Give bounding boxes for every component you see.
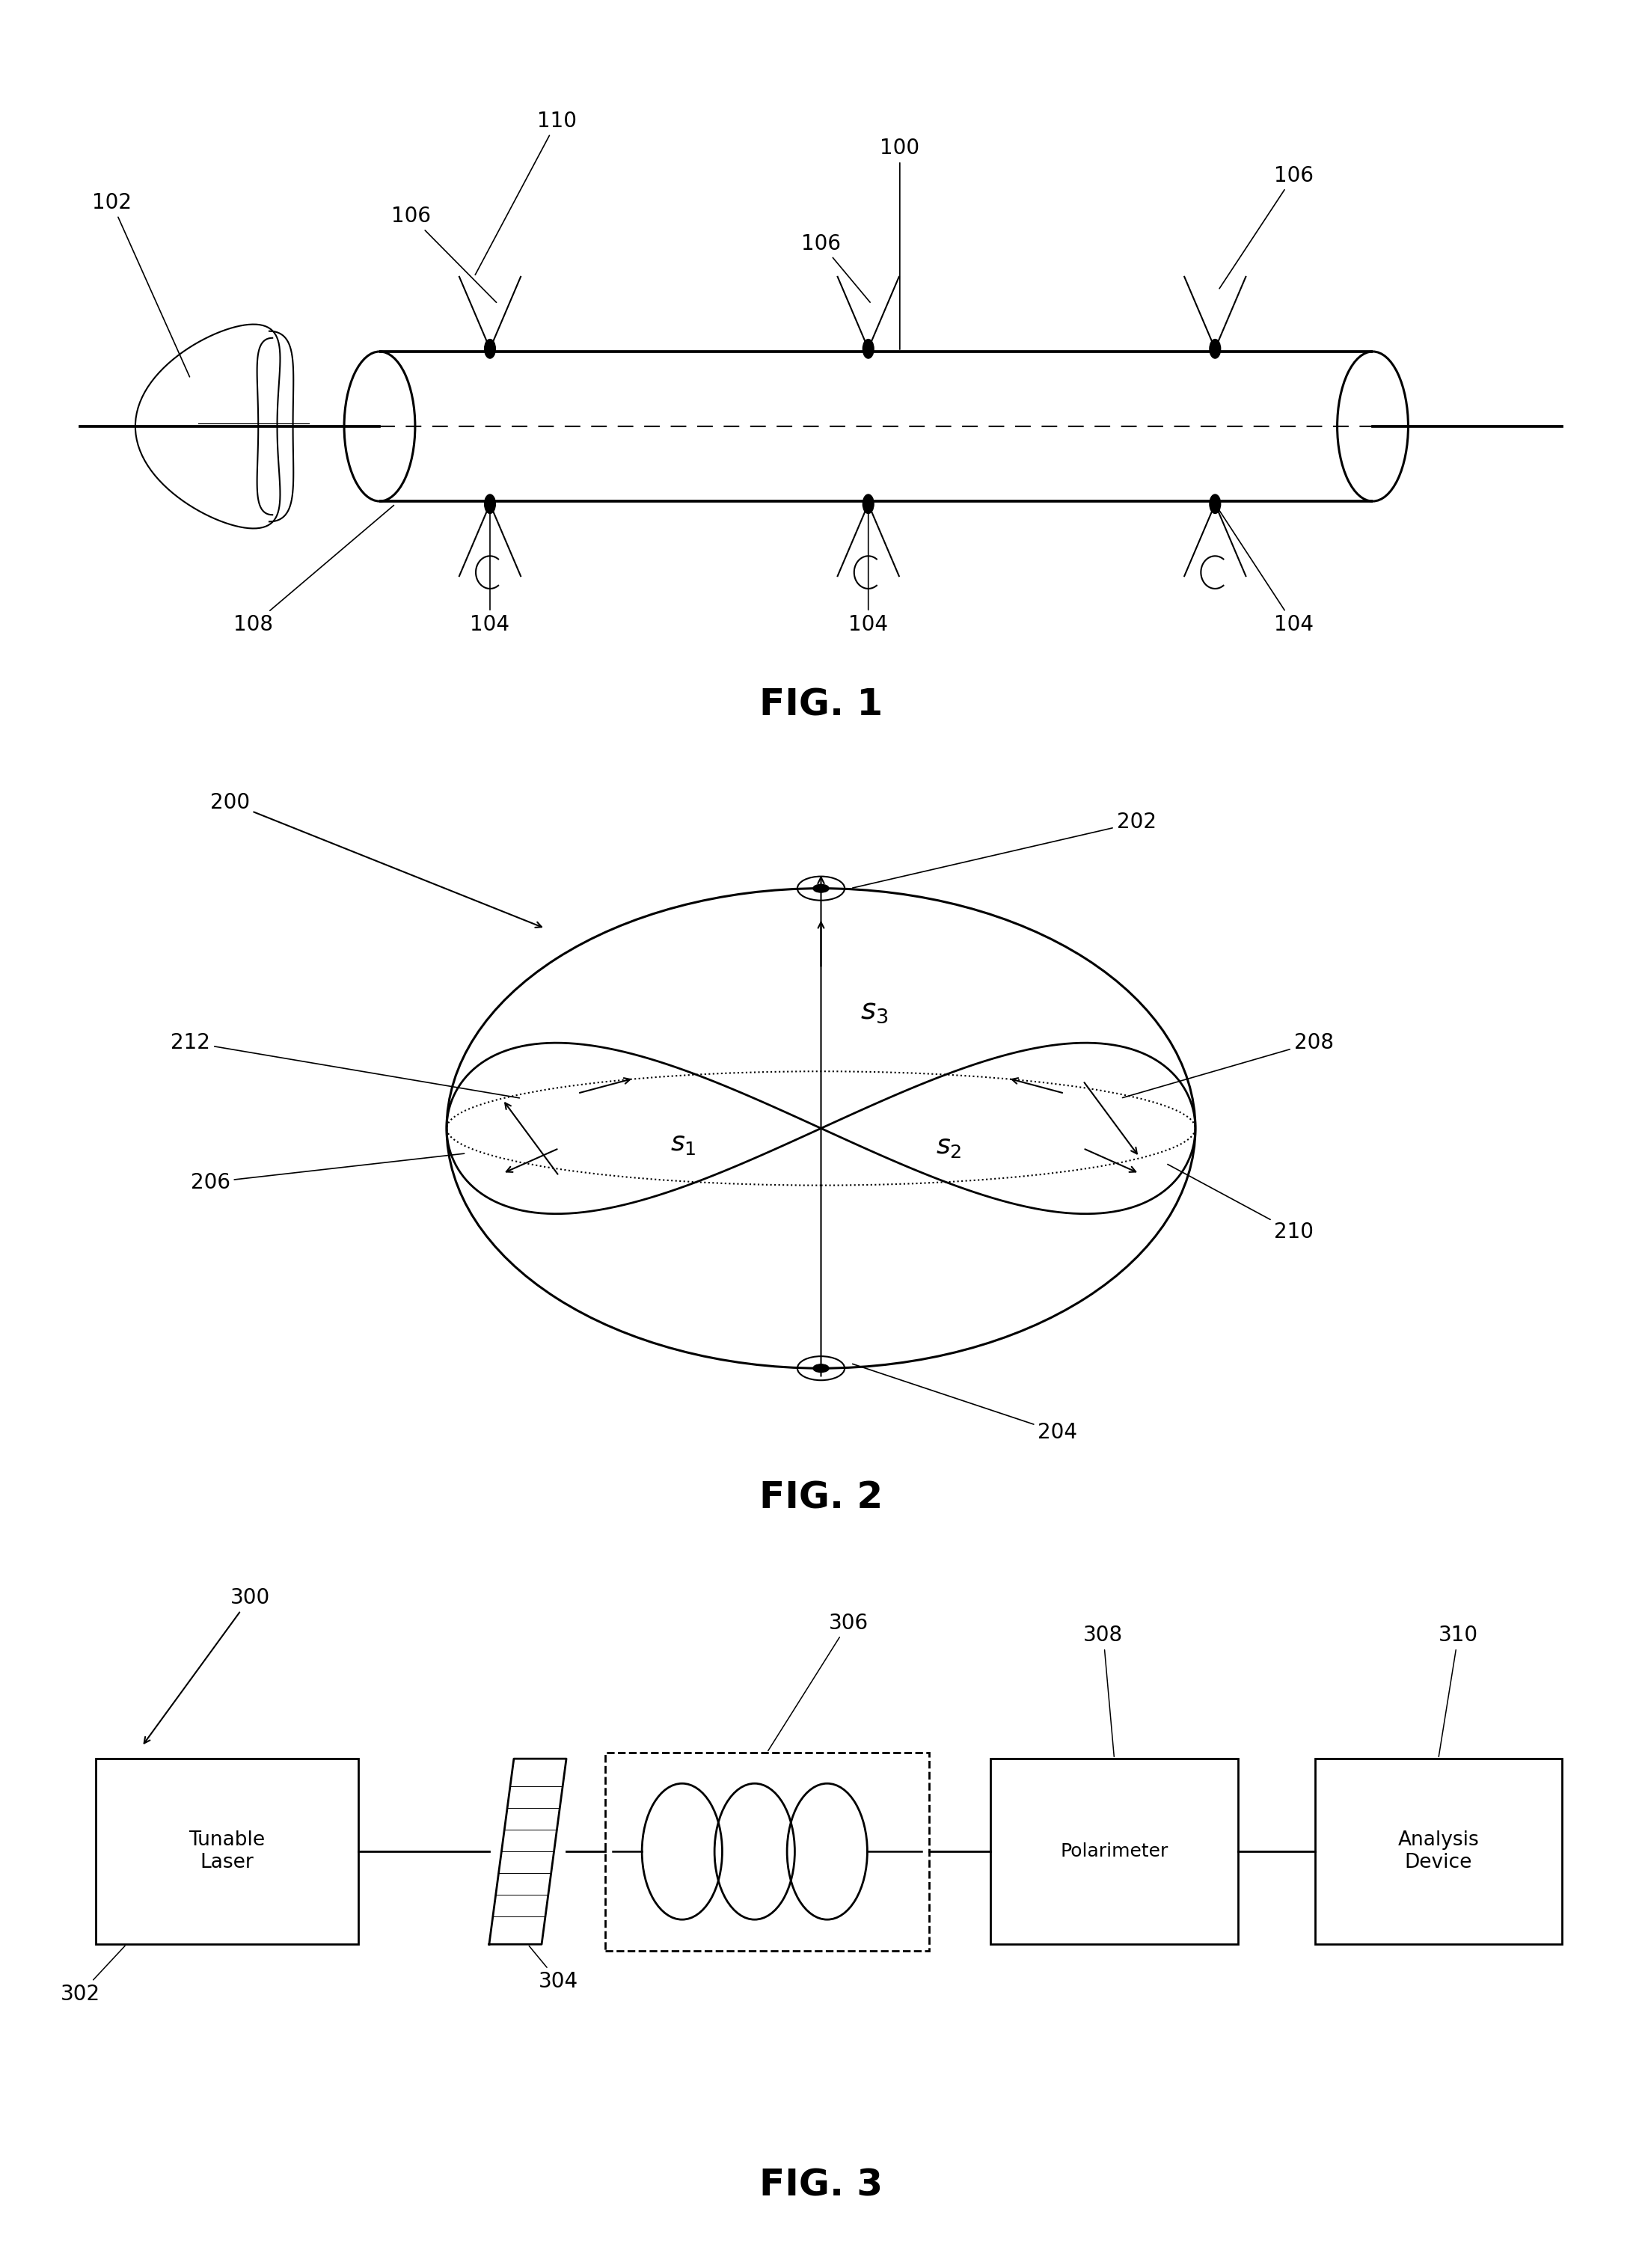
Text: 104: 104 — [470, 506, 509, 635]
Text: 300: 300 — [144, 1588, 269, 1744]
Text: 306: 306 — [768, 1613, 869, 1751]
Text: FIG. 3: FIG. 3 — [759, 2168, 883, 2204]
Text: 204: 204 — [852, 1363, 1077, 1442]
Text: 310: 310 — [1438, 1624, 1478, 1758]
Text: FIG. 2: FIG. 2 — [759, 1481, 883, 1517]
Text: Analysis
Device: Analysis Device — [1397, 1830, 1479, 1873]
Text: 206: 206 — [190, 1154, 465, 1193]
Text: 200: 200 — [210, 792, 542, 928]
Ellipse shape — [1210, 340, 1220, 358]
Text: 108: 108 — [233, 506, 394, 635]
Text: 212: 212 — [171, 1032, 519, 1098]
Text: 202: 202 — [852, 812, 1156, 889]
Text: 102: 102 — [92, 193, 189, 376]
Text: 104: 104 — [849, 506, 888, 635]
Ellipse shape — [484, 494, 496, 513]
Text: Polarimeter: Polarimeter — [1061, 1842, 1167, 1860]
Text: 106: 106 — [1220, 166, 1314, 288]
Text: $s_1$: $s_1$ — [670, 1132, 696, 1157]
Text: 104: 104 — [1217, 506, 1314, 635]
Text: 304: 304 — [529, 1946, 578, 1991]
Ellipse shape — [862, 494, 874, 513]
Circle shape — [813, 885, 829, 891]
Text: 106: 106 — [391, 206, 496, 302]
Text: 302: 302 — [61, 1946, 125, 2005]
Ellipse shape — [484, 340, 496, 358]
Ellipse shape — [862, 340, 874, 358]
Text: $s_3$: $s_3$ — [860, 996, 888, 1025]
Ellipse shape — [1210, 494, 1220, 513]
Text: 210: 210 — [1167, 1163, 1314, 1243]
Text: 208: 208 — [1123, 1032, 1333, 1098]
Text: Tunable
Laser: Tunable Laser — [189, 1830, 264, 1873]
Text: 110: 110 — [475, 111, 576, 274]
Text: $s_2$: $s_2$ — [936, 1134, 962, 1159]
Text: 100: 100 — [880, 138, 920, 349]
Text: 308: 308 — [1084, 1624, 1123, 1758]
Text: 106: 106 — [801, 234, 870, 302]
Circle shape — [813, 1365, 829, 1372]
Text: FIG. 1: FIG. 1 — [759, 687, 883, 723]
